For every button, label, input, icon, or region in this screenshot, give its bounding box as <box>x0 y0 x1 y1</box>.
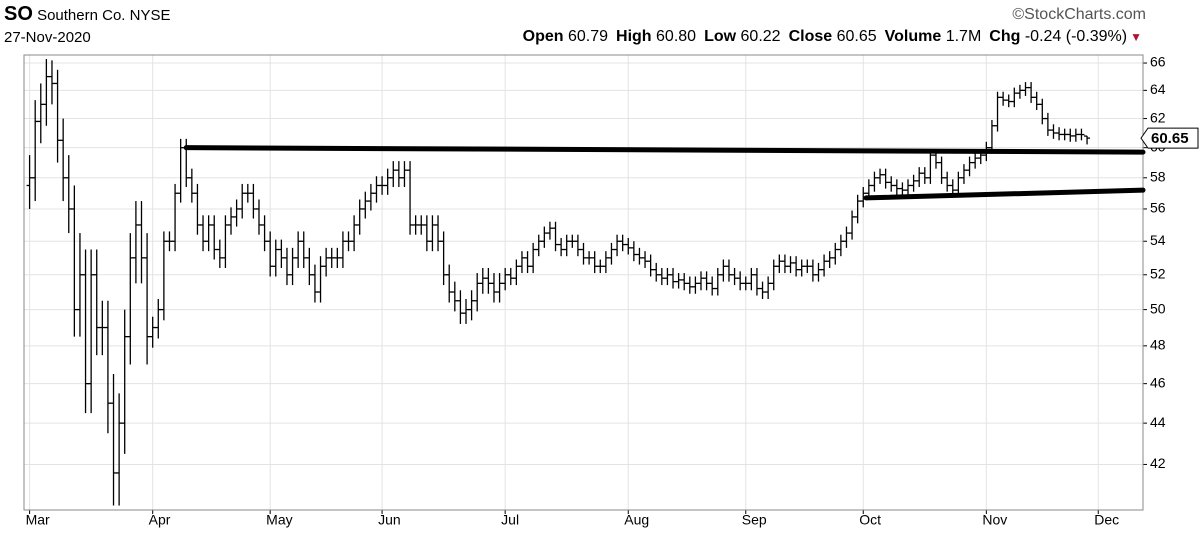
x-tick-label: Apr <box>149 512 171 528</box>
y-tick-label: 66 <box>1150 54 1166 70</box>
stat-label: Open <box>522 28 564 45</box>
y-tick-label: 46 <box>1150 374 1166 390</box>
stats: Open 60.79 High 60.80 Low 60.22 Close 60.65… <box>515 28 1142 46</box>
y-tick-label: 48 <box>1150 337 1166 353</box>
stat-label: High <box>616 28 652 45</box>
trend-line <box>863 187 1146 201</box>
down-icon: ▼ <box>1130 30 1142 44</box>
company-name: Southern Co. <box>37 7 126 24</box>
exchange: NYSE <box>129 7 171 24</box>
stat-label: Close <box>788 28 833 45</box>
stat-value: 1.7M <box>945 28 982 45</box>
symbol: SO <box>4 3 33 25</box>
stat-value: 60.65 <box>836 28 877 45</box>
date: 27-Nov-2020 <box>4 29 91 46</box>
y-tick-label: 64 <box>1150 81 1166 97</box>
header-title: SO Southern Co. NYSE <box>4 3 171 26</box>
y-tick-label: 42 <box>1150 455 1166 471</box>
x-tick-label: Aug <box>624 512 649 528</box>
y-tick-label: 50 <box>1150 300 1166 316</box>
x-tick-label: May <box>266 512 292 528</box>
source: ©StockCharts.com <box>1012 6 1146 23</box>
y-tick-label: 58 <box>1150 168 1166 184</box>
x-tick-label: Mar <box>26 512 50 528</box>
x-tick-label: Dec <box>1094 512 1119 528</box>
stat-label: Volume <box>884 28 942 45</box>
y-tick-label: 54 <box>1150 232 1166 248</box>
y-tick-label: 52 <box>1150 265 1166 281</box>
trend-line <box>183 145 1146 155</box>
x-tick-label: Jun <box>378 512 401 528</box>
stat-value: 60.80 <box>656 28 697 45</box>
last-price-label: 60.65 <box>1151 130 1189 147</box>
x-tick-label: Oct <box>859 512 881 528</box>
x-tick-label: Jul <box>501 512 519 528</box>
stat-value: 60.79 <box>567 28 609 45</box>
y-tick-label: 44 <box>1150 414 1166 430</box>
x-tick-label: Sep <box>742 512 767 528</box>
x-tick-label: Nov <box>982 512 1007 528</box>
y-tick-label: 62 <box>1150 109 1166 125</box>
y-tick-label: 56 <box>1150 200 1166 216</box>
stat-label: Chg <box>989 28 1021 45</box>
last-price-box <box>1140 127 1199 149</box>
plot-frame <box>23 54 1144 511</box>
stat-value: 60.22 <box>740 28 781 45</box>
stat-label: Low <box>704 28 737 45</box>
stat-value: -0.24 (-0.39%) <box>1024 28 1128 45</box>
